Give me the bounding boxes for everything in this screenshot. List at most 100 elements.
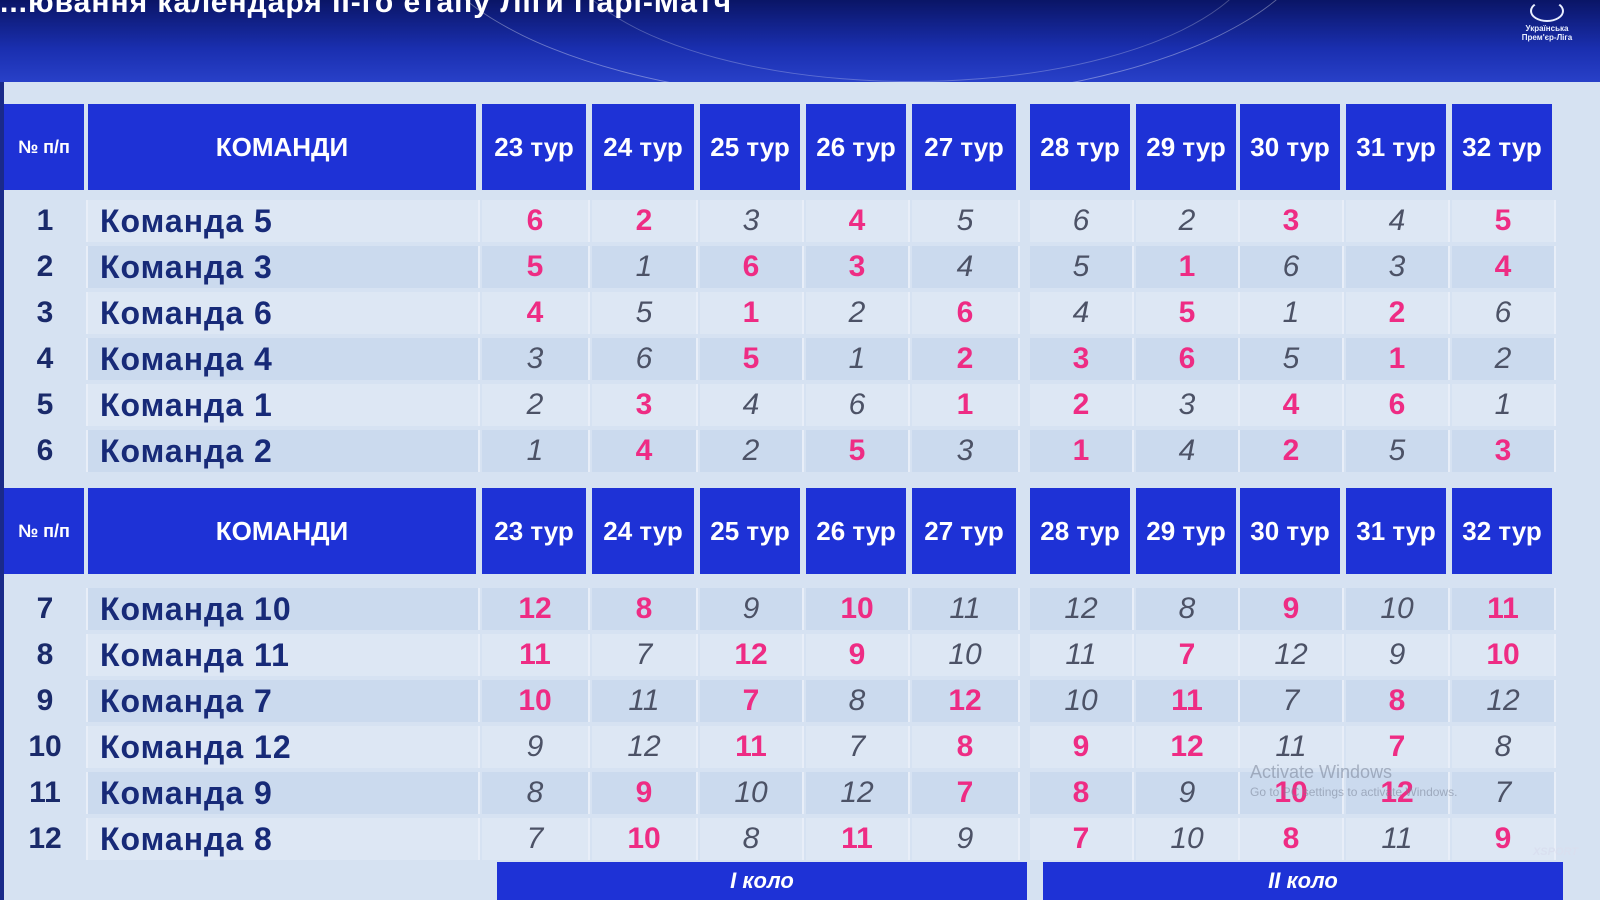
title-banner: ...ювання календаря ІІ-го етапу Ліги Пар… [0,0,1600,82]
channel-logo: XSPORT [1532,846,1578,858]
opponent-cell: 6 [482,200,590,242]
team-name: Команда 4 [88,338,480,380]
header-round: 28 тур [1030,104,1134,190]
opponent-cell: 3 [1346,246,1450,288]
opponent-cell: 2 [1136,200,1240,242]
opponent-cell: 6 [700,246,804,288]
header-round: 28 тур [1030,488,1134,574]
header-round: 32 тур [1452,104,1556,190]
opponent-cell: 11 [592,680,698,722]
team-name: Команда 1 [88,384,480,426]
opponent-cell: 8 [482,772,590,814]
table-row: 10 Команда 12 9 12 11 7 8 9 12 11 7 8 [4,724,1556,770]
opponent-cell: 1 [1030,430,1134,472]
row-number: 8 [4,634,88,676]
header-round: 31 тур [1346,104,1450,190]
row-number: 5 [4,384,88,426]
opponent-cell: 3 [482,338,590,380]
opponent-cell: 2 [700,430,804,472]
header-num: № п/п [4,104,88,190]
opponent-cell: 12 [1136,726,1240,768]
team-name: Команда 10 [88,588,480,630]
schedule-sheet: № п/п КОМАНДИ 23 тур 24 тур 25 тур 26 тур 27 т… [4,82,1600,900]
header-round: 23 тур [482,488,590,574]
opponent-cell: 3 [592,384,698,426]
opponent-cell: 5 [482,246,590,288]
opponent-cell: 4 [806,200,910,242]
opponent-cell: 3 [1136,384,1240,426]
opponent-cell: 10 [1030,680,1134,722]
opponent-cell: 2 [592,200,698,242]
page-title: ...ювання календаря ІІ-го етапу Ліги Пар… [0,0,733,19]
header-round: 30 тур [1240,488,1344,574]
opponent-cell: 6 [1030,200,1134,242]
opponent-cell: 3 [700,200,804,242]
opponent-cell: 1 [1452,384,1556,426]
league-logo: Українська Прем'єр-Ліга [1512,0,1582,60]
opponent-cell: 2 [1452,338,1556,380]
opponent-cell: 9 [700,588,804,630]
opponent-cell: 6 [806,384,910,426]
opponent-cell: 6 [1240,246,1344,288]
header-round: 31 тур [1346,488,1450,574]
opponent-cell: 11 [482,634,590,676]
opponent-cell: 2 [1346,292,1450,334]
opponent-cell: 5 [592,292,698,334]
opponent-cell: 12 [806,772,910,814]
opponent-cell: 12 [1346,772,1450,814]
opponent-cell: 9 [1240,588,1344,630]
team-name: Команда 8 [88,818,480,860]
row-number: 9 [4,680,88,722]
team-name: Команда 3 [88,246,480,288]
opponent-cell: 11 [912,588,1020,630]
opponent-cell: 10 [1346,588,1450,630]
team-name: Команда 11 [88,634,480,676]
opponent-cell: 4 [1346,200,1450,242]
opponent-cell: 12 [592,726,698,768]
opponent-cell: 8 [1136,588,1240,630]
opponent-cell: 5 [700,338,804,380]
row-number: 1 [4,200,88,242]
opponent-cell: 9 [912,818,1020,860]
table-header-row-2: № п/п КОМАНДИ 23 тур 24 тур 25 тур 26 тур 27 т… [4,488,1556,574]
opponent-cell: 12 [1452,680,1556,722]
opponent-cell: 8 [1030,772,1134,814]
opponent-cell: 11 [700,726,804,768]
opponent-cell: 6 [1346,384,1450,426]
opponent-cell: 2 [1030,384,1134,426]
opponent-cell: 1 [1346,338,1450,380]
opponent-cell: 1 [912,384,1020,426]
opponent-cell: 7 [1240,680,1344,722]
opponent-cell: 10 [1136,818,1240,860]
opponent-cell: 12 [482,588,590,630]
watermark-subtitle: Go to PC settings to activate Windows. [1250,785,1458,799]
opponent-cell: 11 [1346,818,1450,860]
opponent-cell: 7 [482,818,590,860]
table-row: 7 Команда 10 12 8 9 10 11 12 8 9 10 11 [4,586,1556,632]
opponent-cell: 1 [1240,292,1344,334]
opponent-cell: 8 [1452,726,1556,768]
opponent-cell: 8 [912,726,1020,768]
opponent-cell: 10 [912,634,1020,676]
opponent-cell: 8 [592,588,698,630]
opponent-cell: 2 [806,292,910,334]
opponent-cell: 8 [1346,680,1450,722]
opponent-cell: 4 [912,246,1020,288]
opponent-cell: 10 [700,772,804,814]
opponent-cell: 4 [1136,430,1240,472]
team-name: Команда 12 [88,726,480,768]
opponent-cell: 2 [1240,430,1344,472]
row-number: 3 [4,292,88,334]
opponent-cell: 12 [912,680,1020,722]
opponent-cell: 5 [912,200,1020,242]
opponent-cell: 9 [1030,726,1134,768]
opponent-cell: 8 [806,680,910,722]
header-round: 26 тур [806,104,910,190]
opponent-cell: 12 [700,634,804,676]
header-teams: КОМАНДИ [88,104,480,190]
header-teams: КОМАНДИ [88,488,480,574]
team-name: Команда 5 [88,200,480,242]
opponent-cell: 12 [1030,588,1134,630]
